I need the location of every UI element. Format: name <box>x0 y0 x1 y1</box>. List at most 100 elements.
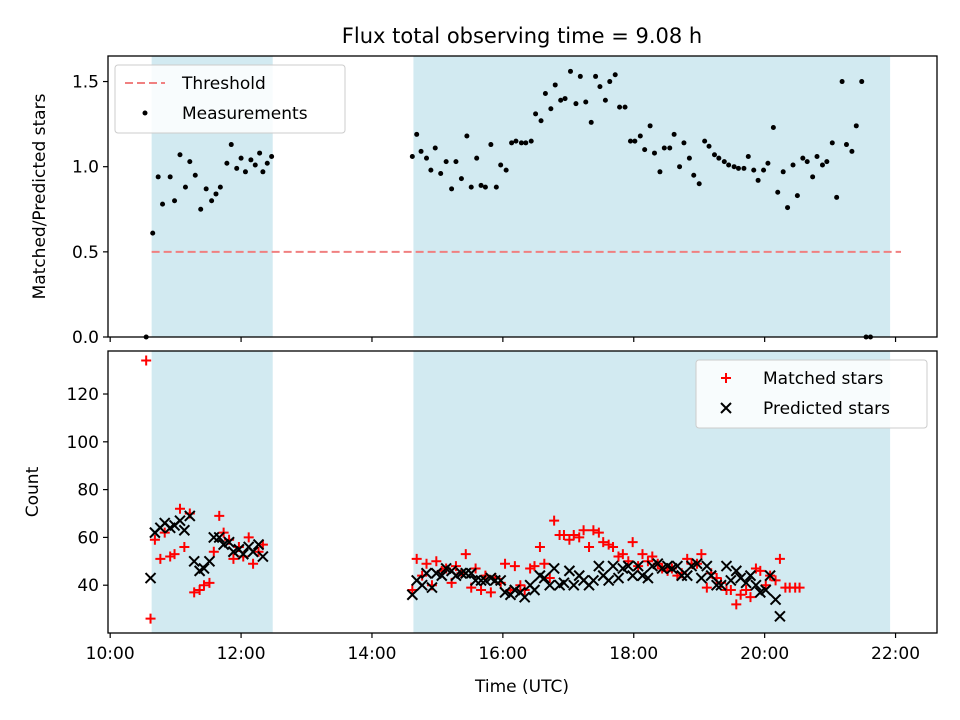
matched-point <box>588 525 599 536</box>
matched-point <box>627 537 638 548</box>
measurement-point <box>617 104 623 110</box>
measurement-point <box>824 159 830 165</box>
y-tick-label: 120 <box>67 385 99 405</box>
measurement-point <box>711 152 717 158</box>
predicted-point <box>538 572 551 584</box>
measurement-point <box>432 145 438 151</box>
measurement-point <box>198 206 204 212</box>
matched-point <box>145 613 156 624</box>
matched-point <box>509 561 520 572</box>
measurement-point <box>681 140 687 146</box>
legend-label: Threshold <box>181 74 266 94</box>
matched-point <box>578 525 589 536</box>
predicted-point <box>691 557 703 570</box>
matched-point <box>637 549 648 560</box>
measurement-point <box>829 140 835 146</box>
measurement-point <box>217 184 223 190</box>
x-tick-label: 10:00 <box>86 644 135 664</box>
predicted-point <box>223 536 235 548</box>
matched-point <box>608 541 619 552</box>
measurement-point <box>647 123 653 129</box>
matched-point <box>539 558 550 569</box>
measurement-point <box>651 150 657 156</box>
y-tick-label: 1.0 <box>72 158 99 178</box>
predicted-point <box>184 510 196 522</box>
measurement-point <box>677 164 683 170</box>
predicted-point <box>203 555 216 568</box>
predicted-point <box>420 567 433 579</box>
measurement-point <box>260 169 266 175</box>
matched-point <box>568 530 579 541</box>
measurement-point <box>775 189 781 195</box>
matched-point <box>770 575 781 586</box>
predicted-point <box>740 577 752 589</box>
measurement-point <box>228 142 234 148</box>
predicted-point <box>475 574 487 587</box>
y-axis-label: Matched/Predicted stars <box>30 93 50 299</box>
measurement-point <box>264 160 270 166</box>
legend-measurement-swatch <box>142 110 148 116</box>
measurement-point <box>632 138 638 144</box>
measurement-point <box>155 174 161 180</box>
matched-point <box>485 587 496 598</box>
y-axis-label: Count <box>23 466 43 517</box>
matched-point <box>558 530 569 541</box>
measurement-point <box>474 155 480 161</box>
predicted-point <box>563 565 576 577</box>
matched-point <box>500 558 511 569</box>
matched-point <box>529 561 540 572</box>
measurement-point <box>814 153 820 159</box>
measurement-point <box>438 171 444 177</box>
measurement-point <box>182 184 188 190</box>
measurement-point <box>528 138 534 144</box>
matched-point <box>421 558 432 569</box>
measurement-point <box>583 99 589 105</box>
measurement-point <box>257 150 263 156</box>
matched-point <box>741 584 752 595</box>
matched-point <box>725 584 736 595</box>
measurement-point <box>424 155 430 161</box>
measurement-point <box>741 165 747 171</box>
matched-point <box>794 582 805 593</box>
matched-point <box>623 556 634 567</box>
predicted-point <box>257 550 269 563</box>
measurement-point <box>637 133 643 139</box>
x-tick-label: 14:00 <box>347 644 396 664</box>
predicted-point <box>602 574 615 587</box>
matched-point <box>248 558 259 569</box>
measurement-point <box>213 191 219 197</box>
measurement-point <box>726 162 732 168</box>
measurement-point <box>612 72 618 78</box>
observing-interval-shade <box>413 56 891 337</box>
y-tick-label: 100 <box>67 433 99 453</box>
legend-matched-swatch <box>721 373 731 383</box>
predicted-point <box>237 548 249 560</box>
legend-label: Measurements <box>182 104 308 124</box>
matched-point <box>549 515 560 526</box>
predicted-point <box>695 572 708 584</box>
matched-point <box>647 551 658 562</box>
y-tick-label: 80 <box>77 481 99 501</box>
measurement-point <box>702 138 708 144</box>
top-panel: 0.0 0.5 1.0 1.5 Matched/Predicted stars Thres… <box>30 55 938 348</box>
predicted-point <box>518 591 531 603</box>
measurement-point <box>721 159 727 165</box>
matched-point <box>584 541 595 552</box>
measurement-point <box>478 182 484 188</box>
matched-point <box>411 553 422 564</box>
measurement-point <box>187 159 193 165</box>
legend: Threshold Measurements <box>114 64 346 134</box>
matched-point <box>431 556 442 567</box>
measurement-point <box>755 177 761 183</box>
measurement-point <box>177 152 183 158</box>
measurement-point <box>602 97 608 103</box>
x-tick-label: 20:00 <box>740 644 789 664</box>
predicted-point <box>587 574 600 587</box>
series-measurements <box>143 68 873 340</box>
predicted-point <box>626 569 639 582</box>
matched-point <box>155 553 166 564</box>
measurement-point <box>509 140 515 146</box>
measurement-point <box>418 148 424 154</box>
measurement-point <box>238 155 244 161</box>
measurement-point <box>593 73 599 79</box>
